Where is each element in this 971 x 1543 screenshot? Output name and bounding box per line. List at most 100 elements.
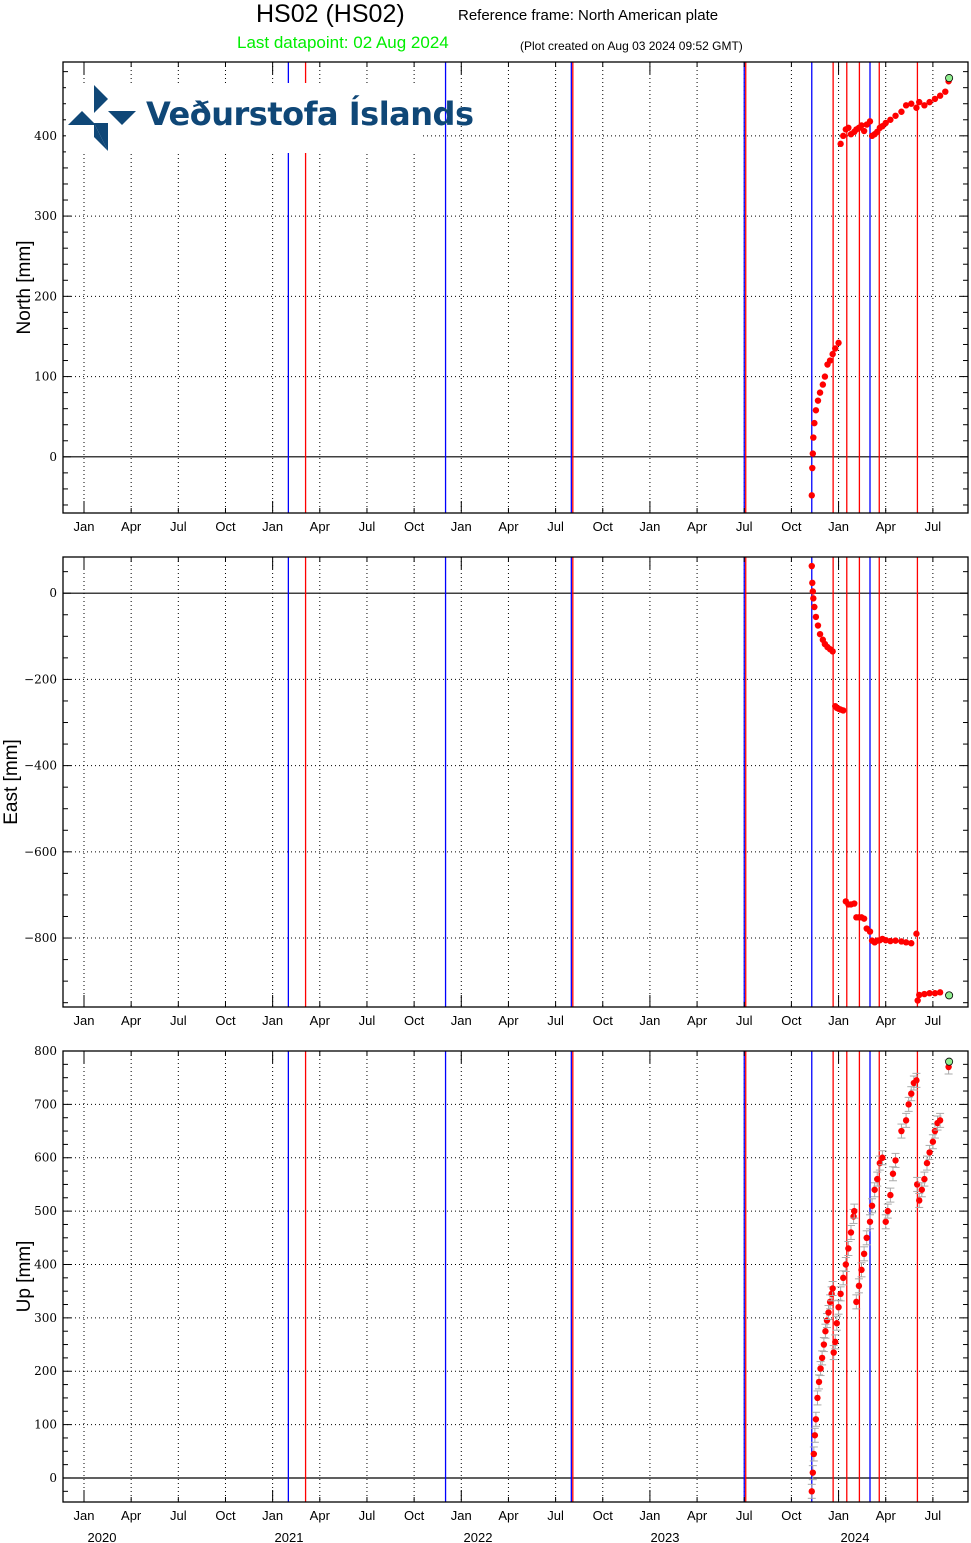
y-tick-label: −200: [24, 672, 57, 686]
data-point: [820, 1341, 828, 1348]
logo-text: Veðurstofa Íslands: [146, 95, 474, 133]
y-tick-label: 100: [34, 1418, 57, 1432]
last-datapoint: Last datapoint: 02 Aug 2024: [237, 33, 449, 52]
data-point: [814, 622, 822, 629]
data-point: [809, 1469, 817, 1476]
y-tick-label: 0: [49, 1471, 57, 1485]
x-tick-label: Jan: [74, 519, 95, 534]
data-point: [821, 373, 829, 380]
x-tick-label: Apr: [876, 1508, 897, 1523]
data-point: [914, 997, 921, 1004]
x-tick-label: Jul: [736, 1013, 753, 1028]
x-tick-label: Apr: [687, 519, 708, 534]
x-tick-label: Oct: [404, 519, 425, 534]
data-point: [818, 1354, 826, 1362]
year-label: 2020: [88, 1530, 117, 1543]
data-point: [926, 1149, 933, 1156]
y-tick-label: −600: [24, 845, 57, 859]
x-tick-label: Apr: [121, 1508, 142, 1523]
data-point: [913, 1181, 921, 1188]
x-tick-label: Apr: [310, 519, 331, 534]
data-point: [913, 1077, 920, 1084]
data-point: [842, 1261, 849, 1268]
data-point: [808, 562, 815, 570]
x-tick-label: Jul: [359, 1013, 376, 1028]
x-tick-label: Oct: [781, 1508, 802, 1523]
y-tick-label: 800: [34, 1044, 57, 1058]
x-tick-label: Jan: [828, 1508, 849, 1523]
data-point: [810, 1450, 818, 1458]
x-tick-label: Oct: [593, 1508, 614, 1523]
year-label: 2021: [275, 1530, 304, 1543]
data-point: [921, 102, 928, 109]
y-tick-label: 0: [49, 586, 57, 600]
data-point: [812, 613, 820, 621]
y-tick-label: −400: [24, 759, 57, 773]
x-tick-label: Apr: [687, 1508, 708, 1523]
x-tick-label: Apr: [310, 1508, 331, 1523]
data-point: [902, 939, 910, 946]
data-point: [921, 990, 928, 998]
data-point: [833, 1320, 841, 1327]
data-point: [808, 492, 815, 499]
data-point: [913, 930, 920, 937]
data-point: [866, 1218, 874, 1225]
x-tick-label: Oct: [404, 1013, 425, 1028]
x-tick-label: Jul: [925, 519, 942, 534]
data-point: [882, 119, 889, 127]
x-tick-label: Jan: [828, 519, 849, 534]
last-data-point: [945, 991, 954, 1000]
data-point: [916, 991, 923, 999]
data-point: [832, 345, 839, 352]
data-point: [858, 1266, 865, 1274]
year-label: 2024: [841, 1530, 870, 1543]
data-point: [874, 1175, 881, 1183]
x-tick-label: Apr: [498, 519, 519, 534]
year-label: 2022: [464, 1530, 493, 1543]
data-point: [832, 1338, 839, 1346]
data-point: [847, 1229, 855, 1236]
data-point: [887, 937, 894, 945]
data-point: [916, 1197, 923, 1204]
data-point: [837, 1290, 844, 1298]
x-tick-label: Jan: [639, 1013, 660, 1028]
data-point: [829, 648, 836, 655]
x-tick-label: Jul: [359, 519, 376, 534]
x-tick-label: Jan: [451, 1508, 472, 1523]
data-point: [942, 88, 949, 95]
east-axis-label: East [mm]: [1, 739, 22, 825]
last-data-point: [945, 74, 954, 83]
plot-header: HS02 (HS02) Reference frame: North Ameri…: [0, 0, 971, 60]
data-point: [898, 1127, 905, 1135]
data-point: [936, 1117, 944, 1124]
x-tick-label: Apr: [121, 1013, 142, 1028]
data-point: [860, 915, 868, 922]
x-tick-label: Apr: [498, 1013, 519, 1028]
data-point: [892, 112, 899, 119]
data-point: [887, 116, 894, 123]
x-tick-label: Oct: [781, 1013, 802, 1028]
data-point: [811, 603, 818, 611]
data-point: [916, 98, 923, 106]
y-tick-label: 200: [34, 289, 57, 303]
x-tick-label: Oct: [593, 519, 614, 534]
data-point: [808, 1488, 815, 1495]
x-tick-label: Oct: [593, 1013, 614, 1028]
data-point: [811, 1432, 819, 1439]
data-point: [889, 1170, 897, 1177]
x-tick-label: Jan: [451, 1013, 472, 1028]
data-point: [905, 1101, 912, 1108]
x-tick-label: Jul: [925, 1508, 942, 1523]
data-point: [812, 1416, 820, 1423]
data-point: [931, 990, 939, 997]
x-tick-label: Jul: [736, 519, 753, 534]
data-point: [936, 92, 944, 99]
data-point: [851, 900, 858, 907]
y-tick-label: 600: [34, 1151, 57, 1165]
x-tick-label: Jan: [451, 519, 472, 534]
plot-created-timestamp: (Plot created on Aug 03 2024 09:52 GMT): [520, 39, 743, 53]
data-point: [840, 132, 847, 140]
data-point: [892, 937, 899, 944]
data-point: [882, 1218, 889, 1225]
x-tick-label: Jan: [262, 1013, 283, 1028]
